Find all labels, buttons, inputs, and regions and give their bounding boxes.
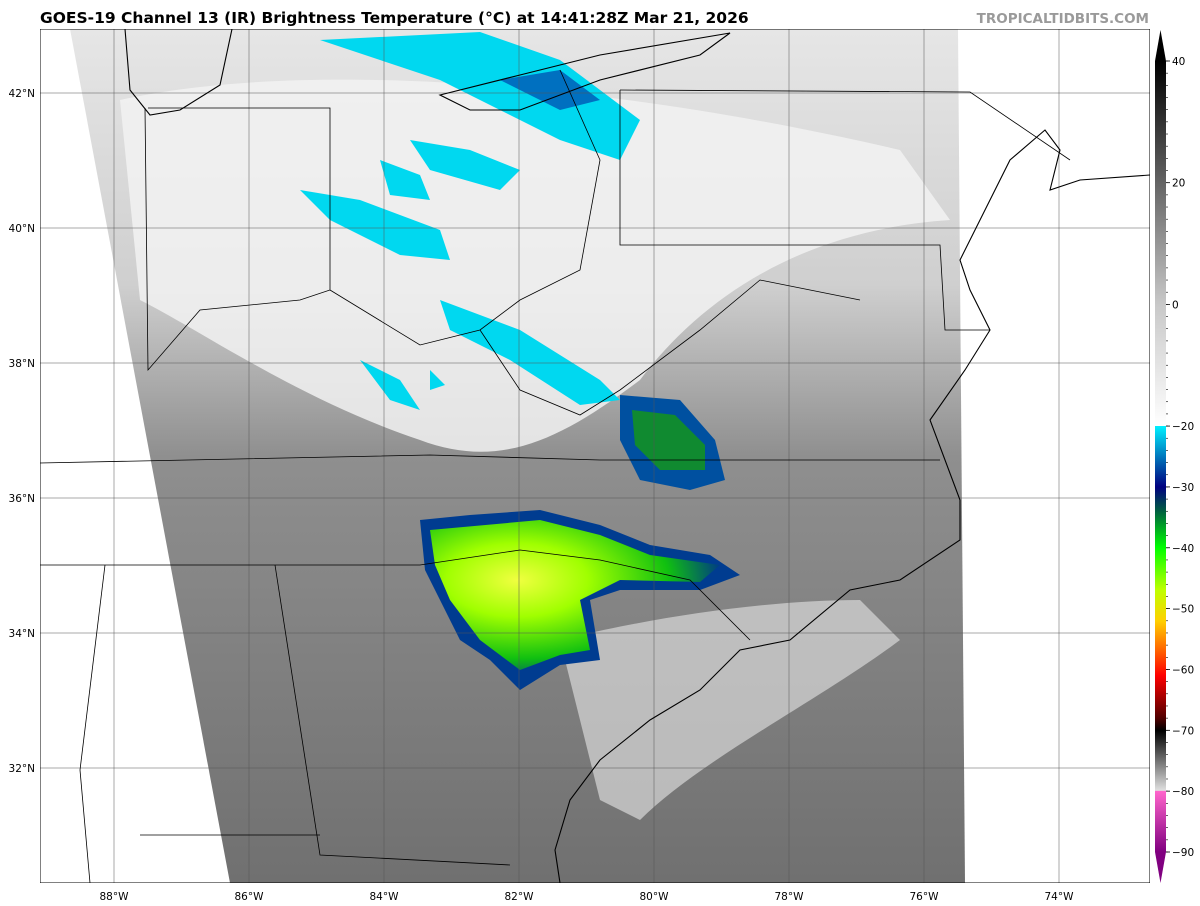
cloud-streak	[560, 600, 900, 820]
map-area	[40, 29, 1150, 883]
colorbar-max-arrow	[1155, 30, 1166, 61]
storm-cluster	[420, 510, 740, 690]
lon-tick-label: 76°W	[910, 891, 940, 903]
lat-tick-label: 36°N	[9, 493, 35, 505]
lon-tick-label: 82°W	[505, 891, 535, 903]
colorbar-tick-label: 20	[1172, 178, 1185, 190]
colorbar-tick-label: −70	[1172, 725, 1194, 737]
colorbar-tick-label: −60	[1172, 664, 1194, 676]
lon-tick-label: 78°W	[775, 891, 805, 903]
coastlines-and-borders	[40, 29, 1150, 883]
colorbar-tick-label: −80	[1172, 786, 1194, 798]
colorbar-tick-label: 0	[1172, 299, 1179, 311]
lat-tick-label: 34°N	[9, 628, 35, 640]
colorbar-tick-label: −30	[1172, 482, 1194, 494]
colorbar-tick-label: −90	[1172, 847, 1194, 859]
colorbar-tick-label: −20	[1172, 421, 1194, 433]
colorbar-tick-label: −40	[1172, 543, 1194, 555]
lon-tick-label: 74°W	[1045, 891, 1075, 903]
lat-tick-label: 32°N	[9, 763, 35, 775]
deep-convection-north	[500, 70, 725, 490]
lat-tick-label: 42°N	[9, 88, 35, 100]
colorbar: 40 20 0 −20 −30 −40 −50 −60 −70 −80 −90	[1155, 30, 1194, 883]
cloud-band	[120, 79, 950, 452]
lat-tick-label: 40°N	[9, 223, 35, 235]
lon-tick-label: 88°W	[100, 891, 130, 903]
colorbar-gradient	[1155, 61, 1166, 852]
colorbar-tick-label: −50	[1172, 604, 1194, 616]
lon-tick-label: 84°W	[370, 891, 400, 903]
lon-tick-label: 80°W	[640, 891, 670, 903]
colorbar-min-arrow	[1155, 852, 1166, 883]
map-title: GOES-19 Channel 13 (IR) Brightness Tempe…	[40, 9, 749, 27]
lon-tick-label: 86°W	[235, 891, 265, 903]
axis-labels: 42°N 40°N 38°N 36°N 34°N 32°N 88°W 86°W 84°W 82°W…	[9, 88, 1075, 903]
colorbar-tick-label: 40	[1172, 56, 1185, 68]
lat-tick-label: 38°N	[9, 358, 35, 370]
credit-watermark: TROPICALTIDBITS.COM	[976, 11, 1149, 27]
